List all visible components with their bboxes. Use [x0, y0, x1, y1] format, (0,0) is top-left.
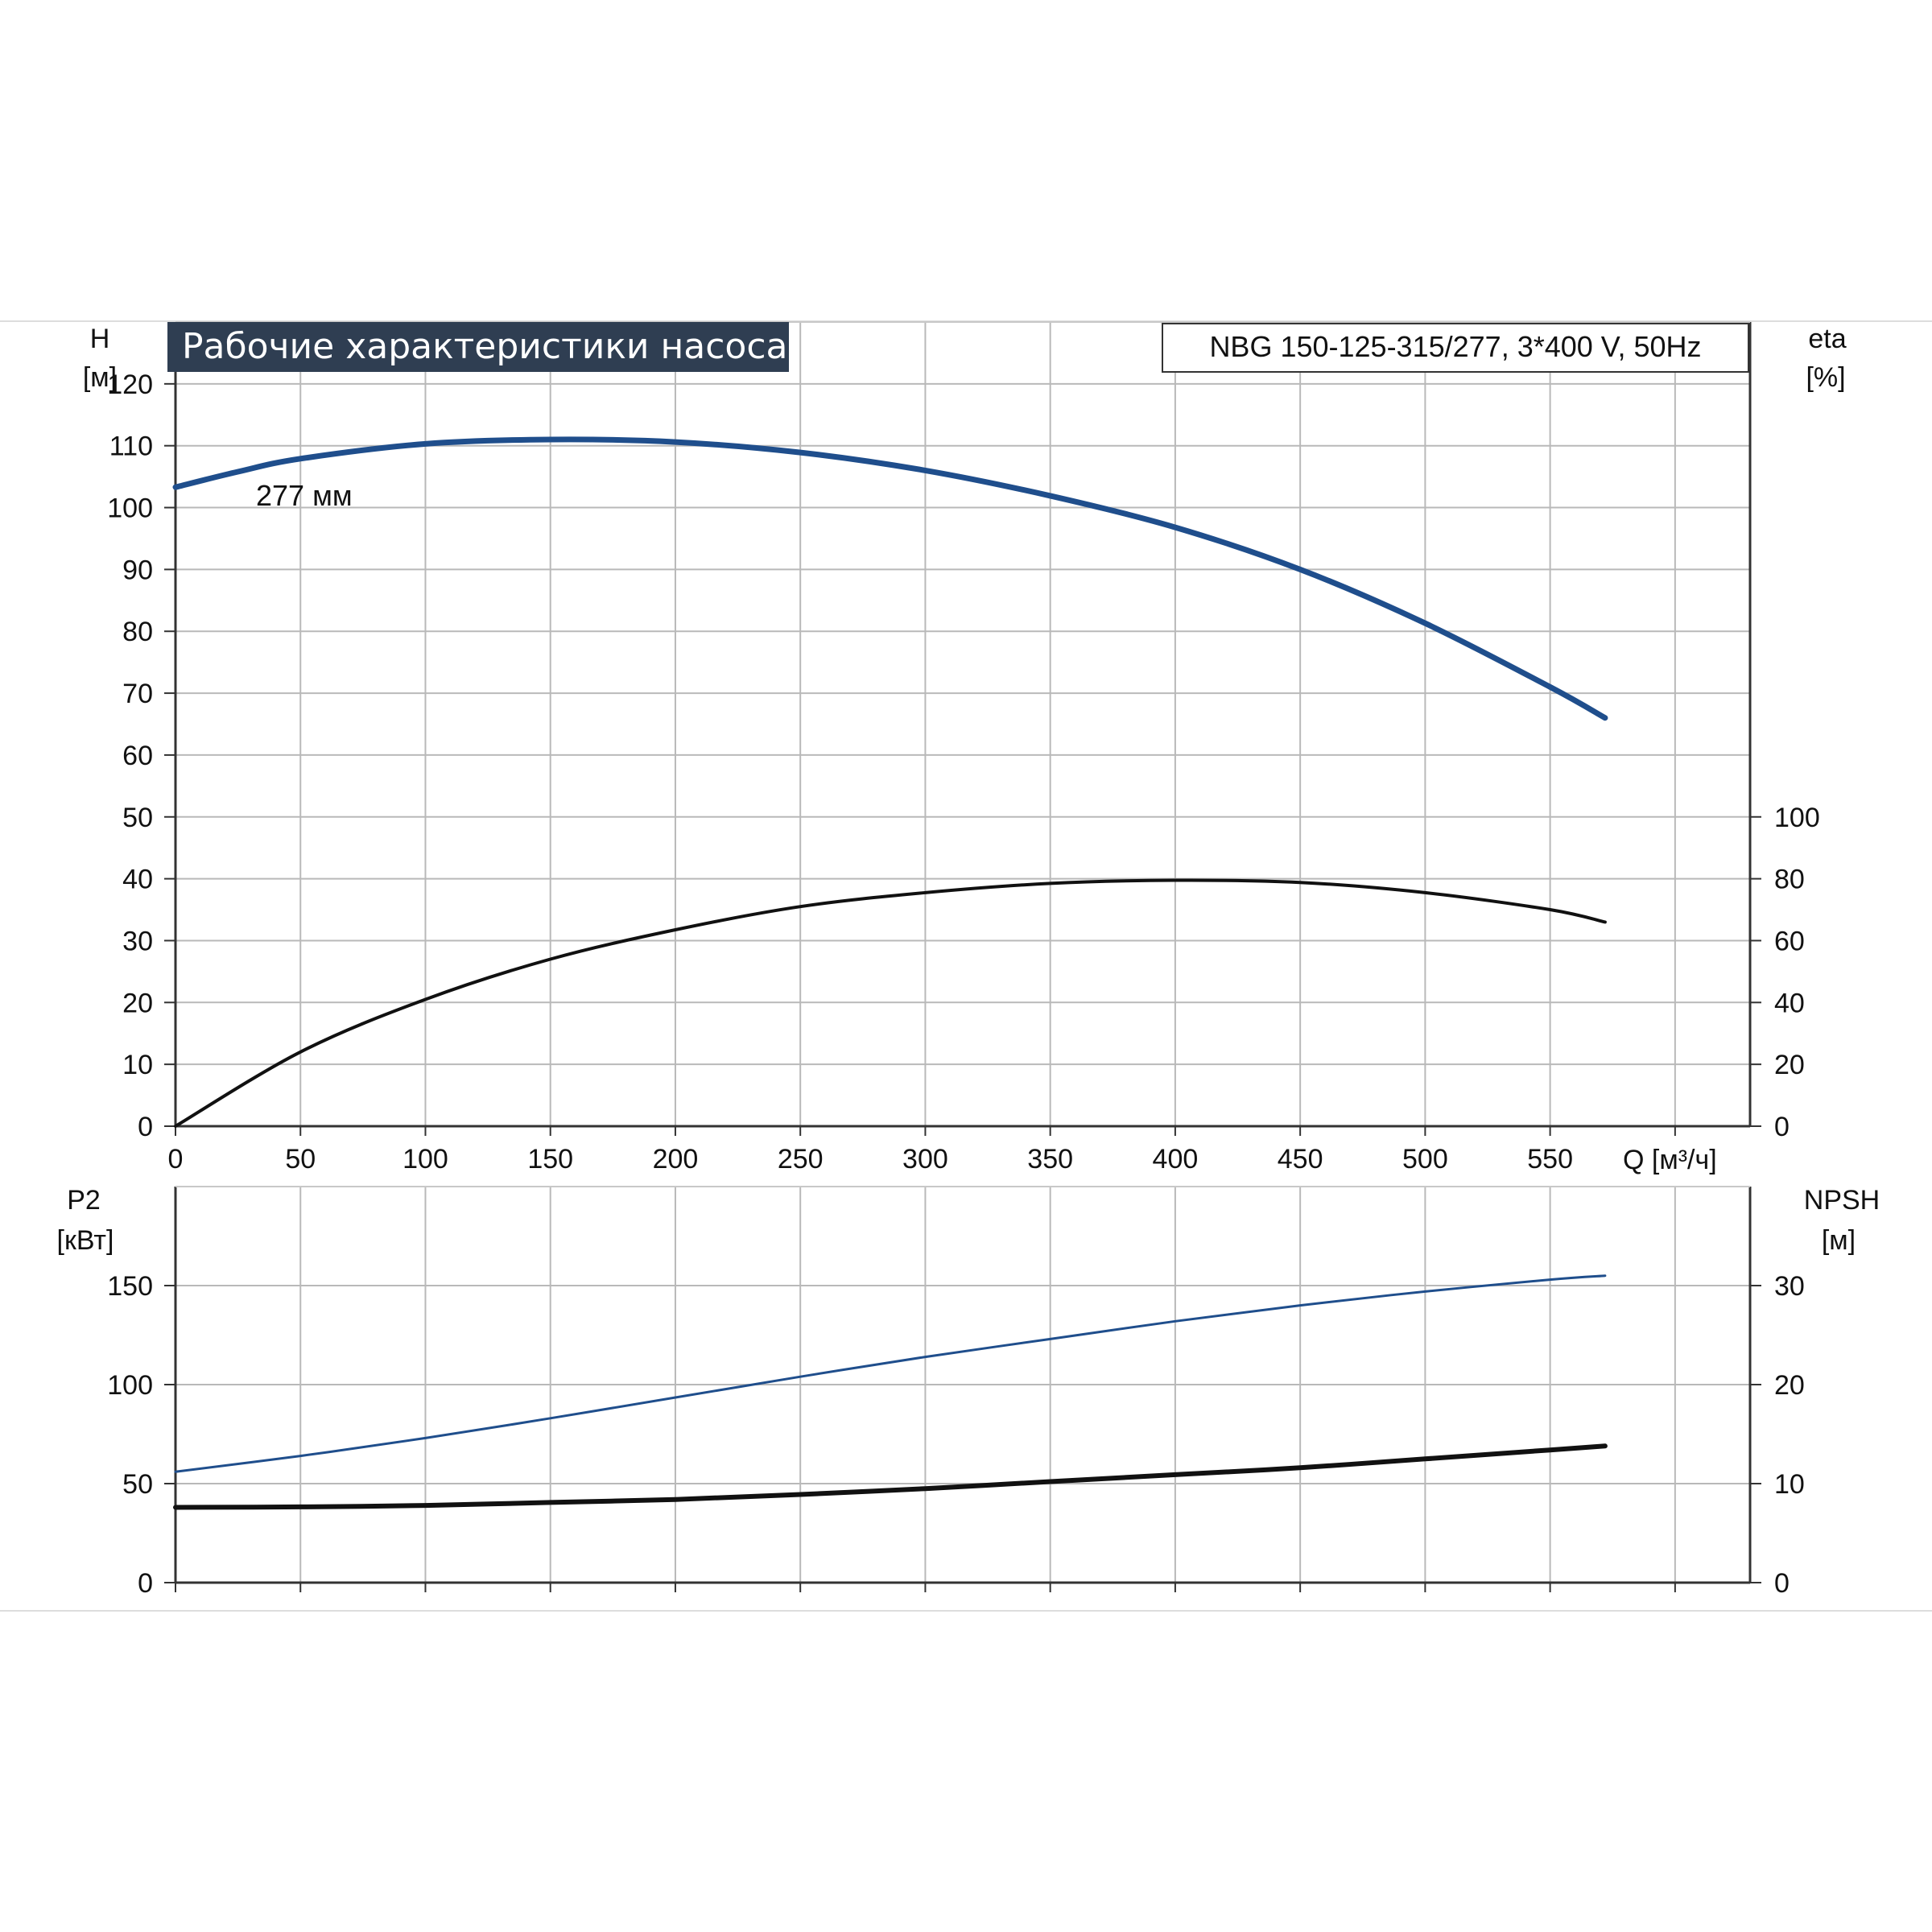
top-left-tick-label: 10: [122, 1050, 153, 1080]
top-left-tick-label: 50: [122, 803, 153, 833]
top-right-tick-label: 100: [1774, 803, 1820, 833]
bottom-right-tick-label: 20: [1774, 1370, 1805, 1401]
bottom-left-tick-label: 50: [122, 1469, 153, 1500]
x-axis-label: Q [м³/ч]: [1623, 1145, 1717, 1175]
y-right-label-npsh: NPSH: [1804, 1185, 1880, 1216]
top-right-tick-label: 0: [1774, 1112, 1790, 1142]
top-x-tick-label: 450: [1278, 1144, 1323, 1174]
top-x-tick-label: 0: [168, 1144, 184, 1174]
curve-annotation-diameter: 277 мм: [256, 479, 353, 512]
bottom-left-tick-label: 0: [138, 1568, 153, 1599]
top-x-tick-label: 400: [1153, 1144, 1199, 1174]
bottom-panel-grid: [174, 1186, 1752, 1584]
y-right-unit-eta: [%]: [1806, 362, 1845, 393]
power-p2-curve-line: [174, 1274, 1607, 1473]
top-x-tick-label: 100: [402, 1144, 448, 1174]
bottom-panel-ticks: 0 50 100 150 0 10 20 30: [107, 1271, 1805, 1599]
top-left-tick-label: 90: [122, 555, 153, 585]
top-left-tick-label: 120: [107, 369, 153, 400]
top-x-tick-label: 200: [653, 1144, 699, 1174]
top-right-tick-label: 60: [1774, 926, 1805, 956]
bottom-panel-series: [173, 1274, 1608, 1510]
y-left-unit-p2: [кВт]: [57, 1225, 114, 1256]
y-left-label-h: H: [90, 324, 110, 354]
bottom-right-tick-label: 0: [1774, 1568, 1790, 1599]
top-panel-ticks: 0 10 20 30 40 50 60 70 80 90 100 110 120 0 20 40 60 80 100…: [107, 369, 1819, 1174]
top-left-tick-label: 100: [107, 493, 153, 524]
chart-title-box: [167, 322, 789, 372]
bottom-left-tick-label: 100: [107, 1370, 153, 1401]
model-label: NBG 150-125-315/277, 3*400 V, 50Hz: [1209, 330, 1701, 363]
top-x-tick-label: 500: [1402, 1144, 1448, 1174]
top-x-tick-label: 550: [1527, 1144, 1573, 1174]
y-right-unit-npsh: [м]: [1822, 1225, 1856, 1256]
y-left-unit-h: [м]: [83, 362, 117, 393]
top-left-tick-label: 20: [122, 988, 153, 1018]
top-x-tick-label: 250: [778, 1144, 824, 1174]
top-left-tick-label: 0: [138, 1112, 153, 1142]
y-left-label-p2: P2: [67, 1185, 101, 1216]
top-panel-grid: [174, 321, 1752, 1128]
top-right-tick-label: 20: [1774, 1050, 1805, 1080]
top-x-tick-label: 50: [285, 1144, 316, 1174]
model-label-box: [1162, 323, 1749, 373]
top-left-tick-label: 110: [109, 431, 153, 462]
head-curve-line: [172, 436, 1608, 721]
npsh-curve-line: [173, 1443, 1608, 1510]
top-x-tick-label: 300: [902, 1144, 948, 1174]
y-right-label-eta: eta: [1808, 324, 1846, 354]
top-panel-series: [172, 436, 1608, 1128]
head-curve-thin-start: [175, 457, 301, 489]
bottom-right-tick-label: 10: [1774, 1469, 1805, 1500]
top-x-tick-label: 150: [527, 1144, 573, 1174]
top-left-tick-label: 60: [122, 741, 153, 771]
top-left-tick-label: 30: [122, 926, 153, 956]
bottom-right-tick-label: 30: [1774, 1271, 1805, 1302]
top-right-tick-label: 80: [1774, 865, 1805, 895]
efficiency-curve-line: [174, 878, 1607, 1128]
top-left-tick-label: 80: [122, 617, 153, 647]
top-left-tick-label: 70: [122, 679, 153, 709]
chart-title: Рабочие характеристики насоса: [182, 326, 787, 367]
top-left-tick-label: 40: [122, 865, 153, 895]
top-right-tick-label: 40: [1774, 988, 1805, 1018]
bottom-left-tick-label: 150: [107, 1271, 153, 1302]
top-x-tick-label: 350: [1027, 1144, 1073, 1174]
